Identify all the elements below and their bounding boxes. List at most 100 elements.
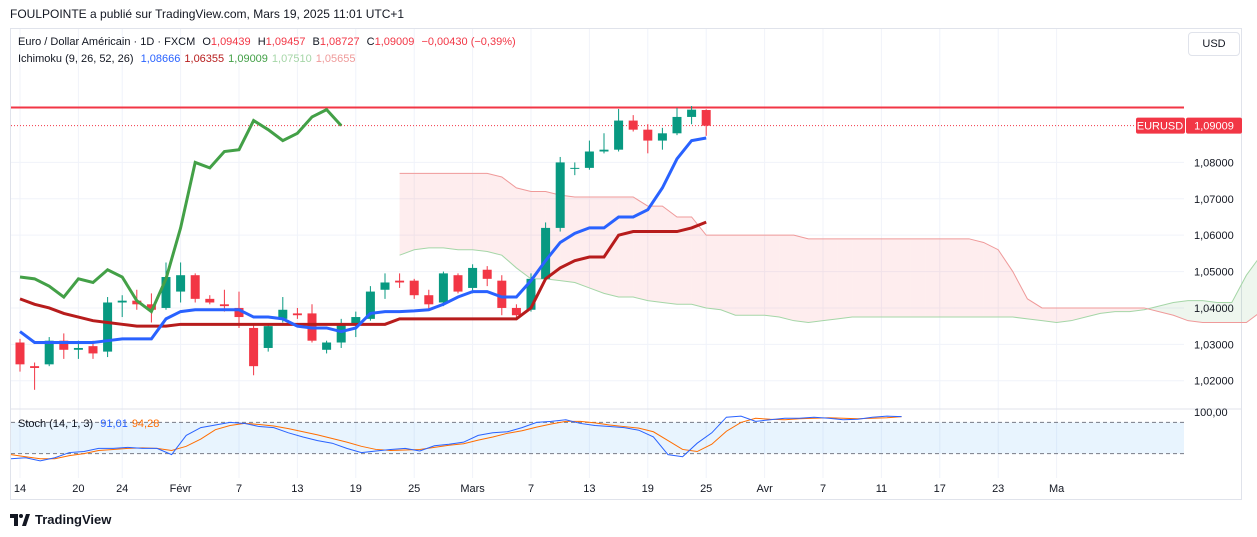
candle-body-40: [599, 149, 609, 152]
x-tick-label-7: 25: [408, 483, 420, 495]
x-tick-label-1: 20: [72, 483, 84, 495]
legend-high: H1,09457: [257, 36, 306, 48]
cloud-segment-55: [1202, 300, 1218, 323]
candle-41: [614, 108, 624, 152]
cloud-segment-32: [866, 238, 882, 318]
cloud-segment-27: [793, 235, 809, 323]
cloud-segment-23: [735, 235, 750, 316]
candle-body-3: [59, 340, 69, 350]
cloud-segment-43: [1027, 298, 1042, 321]
cloud-segment-8: [516, 187, 531, 279]
cloud-segment-17: [647, 206, 663, 303]
candle-13: [205, 295, 215, 305]
x-tick-label-2: 24: [116, 483, 128, 495]
candle-32: [482, 266, 492, 287]
candle-7: [117, 295, 127, 318]
candle-36: [541, 222, 551, 281]
candle-21: [322, 340, 332, 354]
legend-symbol: Euro / Dollar Américain · 1D · FXCM: [18, 36, 196, 48]
candle-34: [511, 304, 521, 319]
candle-38: [570, 162, 580, 176]
x-tick-label-16: 17: [934, 483, 946, 495]
candle-body-5: [88, 346, 98, 354]
cloud-segment-44: [1042, 307, 1057, 323]
candle-body-36: [541, 227, 551, 279]
price-legend: Euro / Dollar Américain · 1D · FXCM O1,0…: [18, 36, 520, 48]
y-tick-label-2: 1,06000: [1194, 230, 1234, 242]
candle-body-28: [424, 295, 434, 305]
candle-46: [687, 106, 697, 125]
x-tick-label-15: 11: [876, 483, 887, 495]
x-tick-label-14: 7: [820, 483, 826, 495]
cloud-segment-42: [1012, 271, 1028, 319]
candle-body-17: [263, 326, 273, 348]
cloud-segment-7: [501, 176, 517, 268]
grid: [11, 29, 1184, 478]
cloud-segment-40: [983, 242, 999, 318]
candle-body-39: [584, 151, 594, 168]
candle-body-29: [438, 273, 448, 303]
cloud-segment-18: [662, 206, 677, 305]
ichimoku-label: Ichimoku (9, 26, 52, 26): [18, 53, 134, 65]
candle-body-37: [555, 162, 565, 228]
ichimoku-value-4: 1,05655: [315, 53, 356, 65]
cloud-segment-39: [969, 238, 984, 318]
candle-body-21: [322, 342, 332, 350]
legend-low: B1,08727: [312, 36, 360, 48]
candle-body-6: [103, 302, 113, 352]
cloud-segment-38: [954, 238, 969, 318]
candle-body-26: [395, 280, 405, 283]
candle-43: [643, 124, 653, 154]
x-tick-label-11: 19: [642, 483, 654, 495]
candle-body-35: [526, 278, 536, 310]
cloud-segment-31: [852, 238, 867, 318]
stoch-value-0: 91,01: [100, 418, 128, 430]
chikou-span-line: [19, 107, 343, 314]
cloud-segment-45: [1056, 307, 1072, 323]
y-tick-label-0: 1,08000: [1194, 157, 1234, 169]
cloud-segment-22: [720, 235, 736, 316]
cloud-segment-35: [910, 238, 926, 318]
candle-body-25: [380, 282, 390, 290]
candle-28: [424, 289, 434, 310]
cloud-segment-48: [1100, 307, 1115, 314]
cloud-segment-3: [443, 173, 458, 250]
ichimoku-value-0: 1,08666: [140, 53, 181, 65]
candle-6: [103, 297, 113, 358]
candle-17: [263, 324, 273, 352]
candle-body-33: [497, 280, 507, 308]
candle-29: [438, 271, 448, 307]
cloud-segment-28: [808, 238, 823, 323]
cloud-segment-30: [837, 238, 853, 319]
cloud-segment-53: [1173, 300, 1188, 321]
candle-body-30: [453, 275, 463, 292]
cloud-segment-36: [925, 238, 940, 318]
candle-body-47: [701, 110, 711, 126]
currency-button[interactable]: USD: [1188, 32, 1240, 56]
candle-19: [292, 307, 302, 319]
candle-body-10: [161, 277, 171, 308]
x-tick-label-6: 19: [350, 483, 362, 495]
cloud-segment-25: [764, 235, 780, 318]
candle-40: [599, 133, 609, 154]
cloud-segment-16: [633, 196, 648, 301]
x-tick-label-3: Févr: [170, 483, 192, 495]
cloud-segment-49: [1115, 307, 1130, 312]
legend-open: O1,09439: [202, 36, 251, 48]
candle-body-43: [643, 129, 653, 141]
candle-body-42: [628, 120, 638, 130]
ichimoku-value-1: 1,06355: [184, 53, 225, 65]
senkou-span-a: [399, 247, 1257, 324]
candle-10: [161, 262, 171, 310]
candle-0: [15, 338, 25, 372]
ichimoku-value-3: 1,07510: [271, 53, 312, 65]
candle-body-18: [278, 309, 288, 319]
brand-name: TradingView: [35, 512, 112, 527]
candle-body-12: [190, 275, 200, 299]
x-tick-label-10: 13: [583, 483, 595, 495]
candle-body-27: [409, 280, 419, 296]
candle-body-2: [44, 340, 54, 365]
x-tick-label-5: 13: [291, 483, 303, 495]
x-tick-label-4: 7: [236, 483, 242, 495]
